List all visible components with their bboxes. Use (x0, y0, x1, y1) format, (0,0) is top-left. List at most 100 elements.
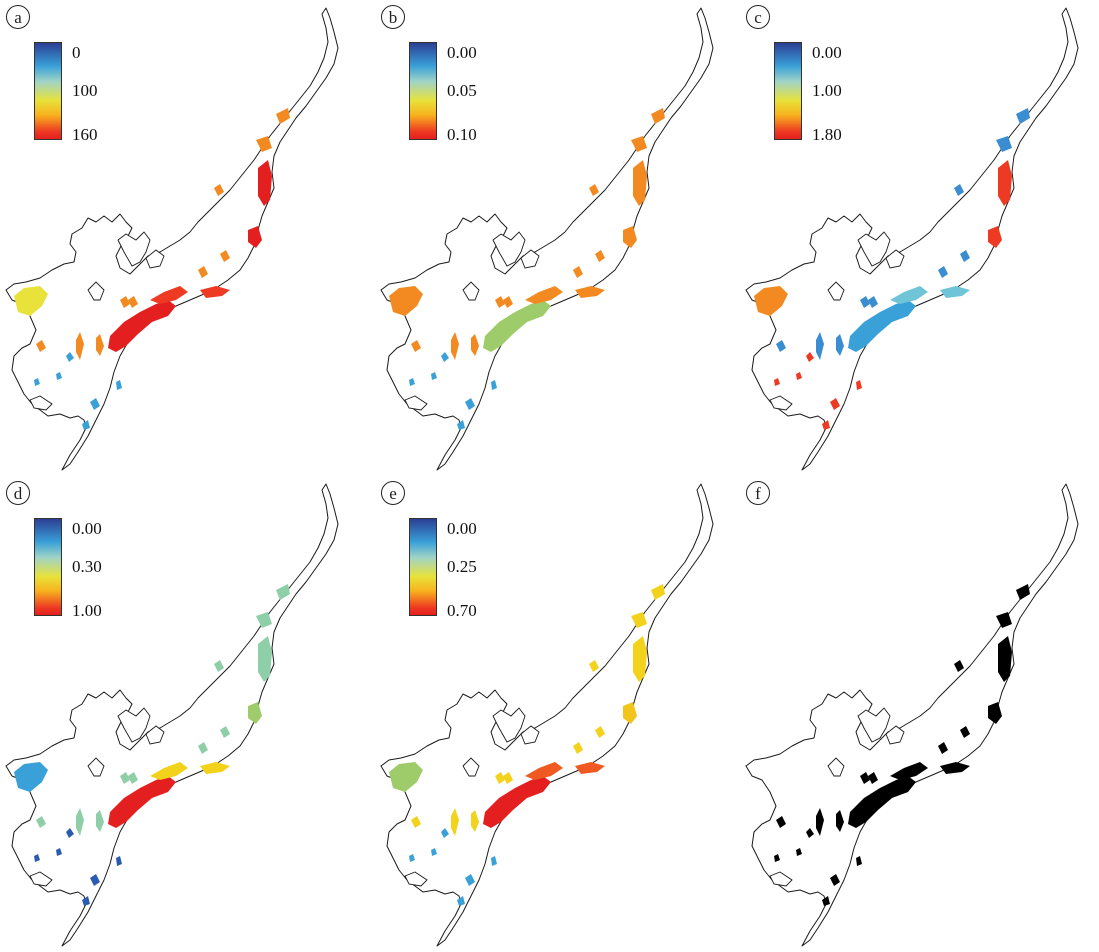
map-patch-river (525, 762, 563, 780)
map-patch-east-patch (988, 226, 1002, 248)
map-patch-south-coast (483, 300, 551, 352)
map-patch-north-small (631, 136, 647, 152)
legend-tick-label: 1.00 (812, 81, 842, 100)
inlet (885, 249, 905, 269)
inlet (29, 395, 53, 411)
map-b (380, 7, 714, 471)
map-patch-west-blob (754, 286, 788, 316)
map-patch-river (150, 286, 188, 304)
inlet (520, 249, 540, 269)
map-patch-north-small (651, 584, 665, 600)
coastline (380, 483, 714, 947)
map-patch-scatter (856, 380, 862, 390)
coastline (745, 483, 1079, 947)
map-patch-south-coast (108, 300, 176, 352)
map-patch-scatter (441, 828, 449, 838)
map-patch-small-patches (220, 250, 230, 262)
map-patch-scatter (465, 398, 475, 410)
panel-label: a (6, 5, 30, 29)
map-patch-small-patches (938, 266, 948, 278)
map-patch-small-patches (960, 726, 970, 738)
map-patch-scatter (465, 874, 475, 886)
map-patch-small-patches (776, 340, 786, 352)
map-patch-scatter (90, 398, 100, 410)
map-patch-north-strip (258, 160, 272, 206)
map-patch-scatter (34, 378, 40, 386)
map-patch-west-blob (389, 286, 423, 316)
map-patch-west-blob (14, 762, 48, 792)
map-patch-scatter (66, 828, 74, 838)
map-patch-north-small (651, 108, 665, 124)
legend-tick-label: 0.00 (812, 43, 842, 62)
map-patch-scatter (409, 378, 415, 386)
color-legend: 0.00 0.05 0.10 (409, 42, 529, 143)
coastline (380, 7, 714, 471)
legend-tick-label: 0.70 (447, 601, 477, 620)
map-patch-small-patches (411, 340, 421, 352)
map-patch-scatter (457, 420, 465, 430)
map-patch-scatter (774, 378, 780, 386)
map-patch-east-patch (988, 702, 1002, 724)
map-patch-scatter (441, 352, 449, 362)
map-patch-scatter (796, 848, 802, 856)
map-patch-west-blob (389, 762, 423, 792)
map-patch-south-coast (483, 776, 551, 828)
map-patch-west-blob (14, 286, 48, 316)
coastline (5, 483, 339, 947)
map-patch-small-patches (503, 296, 513, 308)
map-f (745, 483, 1079, 947)
legend-tick-label: 100 (72, 81, 98, 100)
inlet (827, 281, 845, 301)
map-patch-scatter (90, 874, 100, 886)
map-patch-river (940, 286, 970, 298)
legend-colorbar (774, 42, 802, 140)
map-patch-scatter (822, 896, 830, 906)
inlet (492, 707, 526, 743)
map-patch-north-strip (633, 160, 647, 206)
map-patch-north-strip (998, 160, 1012, 206)
inlet (462, 281, 480, 301)
legend-tick-label: 160 (72, 125, 98, 144)
map-patch-small-patches (954, 660, 964, 672)
map-patch-scatter (822, 420, 830, 430)
inlet (117, 707, 151, 743)
map-patch-east-patch (248, 702, 262, 724)
map-patch-small-patches (776, 816, 786, 828)
map-patch-north-small (276, 108, 290, 124)
map-patch-small-patches (938, 742, 948, 754)
map-patch-scatter (66, 352, 74, 362)
inlet (145, 725, 165, 745)
map-patch-small-patches (960, 250, 970, 262)
legend-colorbar (409, 518, 437, 616)
map-patch-river (150, 762, 188, 780)
map-patch-north-small (256, 612, 272, 628)
panel-label: e (381, 481, 405, 505)
panel-label: d (6, 481, 30, 505)
map-patch-small-patches (96, 810, 104, 832)
map-patch-small-patches (214, 184, 224, 196)
map-patch-north-small (1016, 584, 1030, 600)
legend-tick-label: 1.80 (812, 125, 842, 144)
map-patch-north-small (631, 612, 647, 628)
map-patch-small-patches (128, 296, 138, 308)
map-patch-scatter (56, 848, 62, 856)
map-patch-scatter (856, 856, 862, 866)
legend-tick-label: 0.25 (447, 557, 477, 576)
map-patch-small-patches (36, 340, 46, 352)
map-patch-small-patches (120, 296, 130, 308)
map-d (5, 483, 339, 947)
inlet (87, 281, 105, 301)
map-patch-small-patches (76, 808, 84, 836)
map-patch-small-patches (860, 296, 870, 308)
map-patch-south-coast (848, 776, 916, 828)
map-patch-river (890, 762, 928, 780)
map-patch-scatter (34, 854, 40, 862)
inlet (87, 757, 105, 777)
map-patch-scatter (491, 856, 497, 866)
map-patch-scatter (796, 372, 802, 380)
color-legend: 0 100 160 (34, 42, 154, 144)
panel-label: b (381, 5, 405, 29)
map-patch-north-strip (998, 636, 1012, 682)
map-patch-river (575, 286, 605, 298)
